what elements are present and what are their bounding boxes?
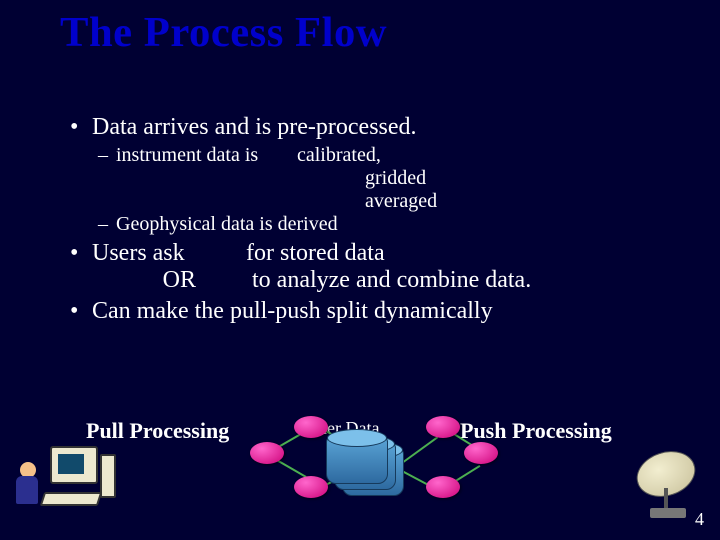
bullet-1-sub-1: instrument data is calibrated, gridded a… xyxy=(98,144,670,213)
keyboard-icon xyxy=(40,492,103,506)
bullet-2-left: Users ask xyxy=(92,240,240,268)
bullet-1: Data arrives and is pre-processed. xyxy=(70,114,670,142)
bullet-3: Can make the pull-push split dynamically xyxy=(70,298,670,326)
bullet-2: Users ask for stored data xyxy=(70,240,670,268)
val-averaged: averaged xyxy=(365,190,437,212)
tower-icon xyxy=(100,454,116,498)
diagram-node xyxy=(294,476,328,498)
diagram-node xyxy=(426,416,460,438)
network-diagram xyxy=(250,410,500,530)
bullet-2-right2: to analyze and combine data. xyxy=(252,267,531,293)
sub1-values: calibrated, gridded averaged xyxy=(297,144,437,213)
body-text: Data arrives and is pre-processed. instr… xyxy=(70,110,670,326)
person-icon xyxy=(12,462,44,522)
slide-title: The Process Flow xyxy=(60,8,387,57)
bullet-1-sub-2: Geophysical data is derived xyxy=(98,213,670,236)
page-number: 4 xyxy=(695,509,704,530)
bullet-2-or-line: OR to analyze and combine data. xyxy=(92,267,670,294)
val-calibrated: calibrated, xyxy=(297,144,381,166)
slide: The Process Flow Data arrives and is pre… xyxy=(0,0,720,540)
diagram-edge xyxy=(401,436,438,463)
val-gridded: gridded xyxy=(365,167,426,189)
bullet-2-right1: for stored data xyxy=(246,240,385,266)
diagram-node xyxy=(250,442,284,464)
computer-user-icon xyxy=(10,440,120,530)
diagram-node xyxy=(294,416,328,438)
diagram-node xyxy=(426,476,460,498)
or-text: OR xyxy=(92,267,196,294)
sub1-left: instrument data is xyxy=(116,144,292,167)
diagram-node xyxy=(464,442,498,464)
monitor-icon xyxy=(50,446,98,484)
